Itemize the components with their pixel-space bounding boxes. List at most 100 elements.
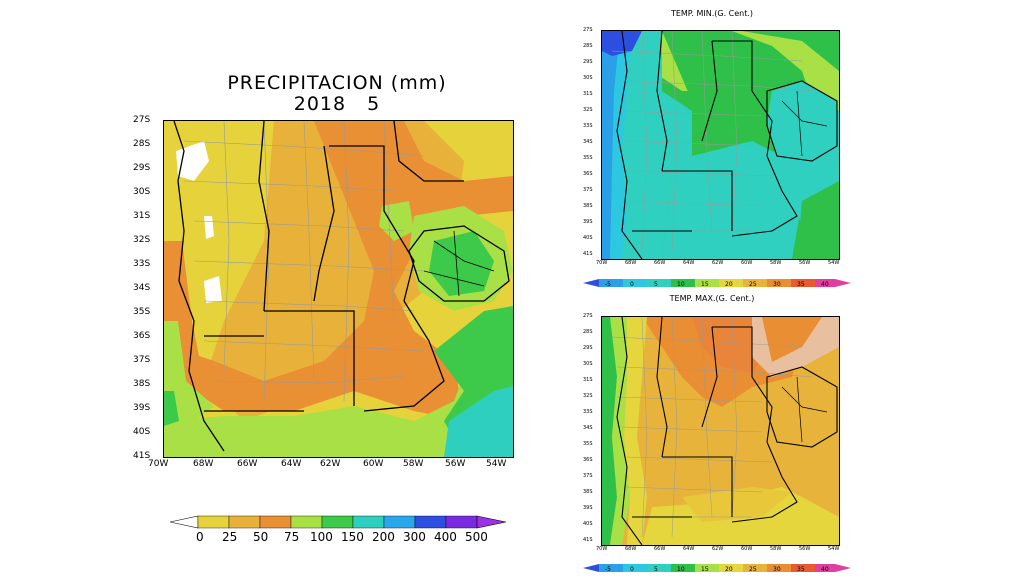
precip-lon-axis: 70W 68W 66W 64W 62W 60W 58W 56W 54W (148, 459, 518, 471)
tmax-lat-tick: 39S (583, 505, 593, 511)
precip-colorbar-svg (169, 515, 507, 529)
precip-colorbar-labels: 0 25 50 75 100 150 200 300 400 500 (190, 530, 510, 546)
precip-lon-tick: 64W (281, 459, 302, 469)
tmax-lat-tick: 35S (583, 441, 593, 447)
tmax-colorbar-label: 5 (654, 566, 658, 573)
tmax-lat-tick: 30S (583, 361, 593, 367)
tmax-lat-tick: 31S (583, 377, 593, 383)
tmax-lon-tick: 66W (654, 546, 666, 552)
precip-title-line2: 2018 5 (293, 93, 381, 115)
precip-colorbar-label: 100 (310, 530, 333, 544)
tmax-colorbar-svg (583, 564, 851, 572)
tmin-lat-tick: 27S (583, 27, 593, 33)
precip-lon-tick: 56W (445, 459, 466, 469)
tmin-lat-tick: 31S (583, 91, 593, 97)
precip-colorbar-label: 50 (253, 530, 269, 544)
precip-title: PRECIPITACION (mm) 2018 5 (207, 73, 467, 115)
precip-lat-axis: 27S 28S 29S 30S 31S 32S 33S 34S 35S 36S … (133, 115, 161, 461)
tmax-colorbar-label: 30 (773, 566, 781, 573)
tmin-colorbar (583, 272, 851, 287)
precip-map-canvas (164, 121, 513, 457)
tmax-lon-tick: 68W (625, 546, 637, 552)
precip-lat-tick: 36S (133, 331, 151, 341)
tmax-title: TEMP. MAX.(G. Cent.) (669, 294, 755, 303)
precip-colorbar-label: 400 (434, 530, 457, 544)
precip-colorbar-label: 25 (222, 530, 238, 544)
tmax-colorbar-label: 25 (749, 566, 757, 573)
tmax-lon-tick: 60W (741, 546, 753, 552)
tmin-lat-tick: 38S (583, 203, 593, 209)
tmax-lon-axis: 70W 68W 66W 64W 62W 60W 58W 56W 54W (596, 546, 846, 554)
tmin-lon-tick: 58W (770, 260, 782, 266)
tmax-colorbar-label: -5 (605, 566, 611, 573)
tmax-colorbar (583, 557, 851, 572)
precip-colorbar (169, 514, 510, 530)
tmax-lat-tick: 27S (583, 313, 593, 319)
tmax-lat-tick: 38S (583, 489, 593, 495)
tmin-lat-tick: 36S (583, 171, 593, 177)
tmax-lon-tick: 64W (683, 546, 695, 552)
tmin-map (601, 30, 840, 260)
tmin-lon-tick: 56W (799, 260, 811, 266)
tmin-lon-tick: 54W (828, 260, 840, 266)
precip-colorbar-label: 75 (284, 530, 300, 544)
precip-lat-tick: 30S (133, 187, 151, 197)
tmax-lat-tick: 37S (583, 473, 593, 479)
tmax-colorbar-label: 40 (821, 566, 829, 573)
tmax-lon-tick: 62W (712, 546, 724, 552)
tmin-colorbar-label: 0 (630, 281, 634, 288)
precip-lon-tick: 58W (403, 459, 424, 469)
tmax-lat-tick: 36S (583, 457, 593, 463)
tmin-colorbar-label: 20 (725, 281, 733, 288)
tmin-lat-axis: 27S 28S 29S 30S 31S 32S 33S 34S 35S 36S … (583, 27, 601, 257)
precip-map (163, 120, 514, 458)
tmin-lon-tick: 66W (654, 260, 666, 266)
tmax-lat-tick: 33S (583, 409, 593, 415)
tmin-lon-tick: 70W (596, 260, 608, 266)
tmin-colorbar-label: 25 (749, 281, 757, 288)
tmin-colorbar-label: 35 (797, 281, 805, 288)
tmax-lat-tick: 41S (583, 537, 593, 543)
tmax-colorbar-label: 35 (797, 566, 805, 573)
tmax-lon-tick: 56W (799, 546, 811, 552)
precip-lat-tick: 37S (133, 355, 151, 365)
tmax-colorbar-label: 15 (701, 566, 709, 573)
precip-lat-tick: 32S (133, 235, 151, 245)
tmin-colorbar-label: -5 (605, 281, 611, 288)
tmin-lon-tick: 60W (741, 260, 753, 266)
tmax-map (601, 316, 840, 546)
tmin-lon-tick: 64W (683, 260, 695, 266)
precip-lon-tick: 62W (320, 459, 341, 469)
tmin-lon-tick: 62W (712, 260, 724, 266)
tmax-lon-tick: 58W (770, 546, 782, 552)
tmin-lat-tick: 40S (583, 235, 593, 241)
precip-lat-tick: 41S (133, 451, 151, 461)
precip-colorbar-label: 300 (403, 530, 426, 544)
tmin-colorbar-label: 10 (677, 281, 685, 288)
tmin-lat-tick: 28S (583, 43, 593, 49)
tmax-lat-tick: 34S (583, 425, 593, 431)
precip-lat-tick: 38S (133, 379, 151, 389)
tmin-lat-tick: 37S (583, 187, 593, 193)
tmin-colorbar-label: 5 (654, 281, 658, 288)
tmin-colorbar-svg (583, 279, 851, 287)
tmax-lat-tick: 40S (583, 521, 593, 527)
precip-lat-tick: 29S (133, 163, 151, 173)
precip-title-line1: PRECIPITACION (mm) (227, 72, 447, 94)
tmin-map-canvas (602, 31, 839, 259)
precip-lat-tick: 31S (133, 211, 151, 221)
precip-lat-tick: 28S (133, 139, 151, 149)
precip-colorbar-label: 500 (465, 530, 488, 544)
tmin-lat-tick: 39S (583, 219, 593, 225)
tmin-lat-tick: 35S (583, 155, 593, 161)
precip-lon-tick: 66W (237, 459, 258, 469)
tmax-lon-tick: 54W (828, 546, 840, 552)
tmin-lat-tick: 34S (583, 139, 593, 145)
tmax-lat-tick: 32S (583, 393, 593, 399)
tmax-map-canvas (602, 317, 839, 545)
precip-lon-tick: 60W (363, 459, 384, 469)
tmin-lat-tick: 29S (583, 59, 593, 65)
precip-colorbar-label: 200 (372, 530, 395, 544)
precip-lon-tick: 54W (486, 459, 507, 469)
precip-colorbar-label: 150 (341, 530, 364, 544)
